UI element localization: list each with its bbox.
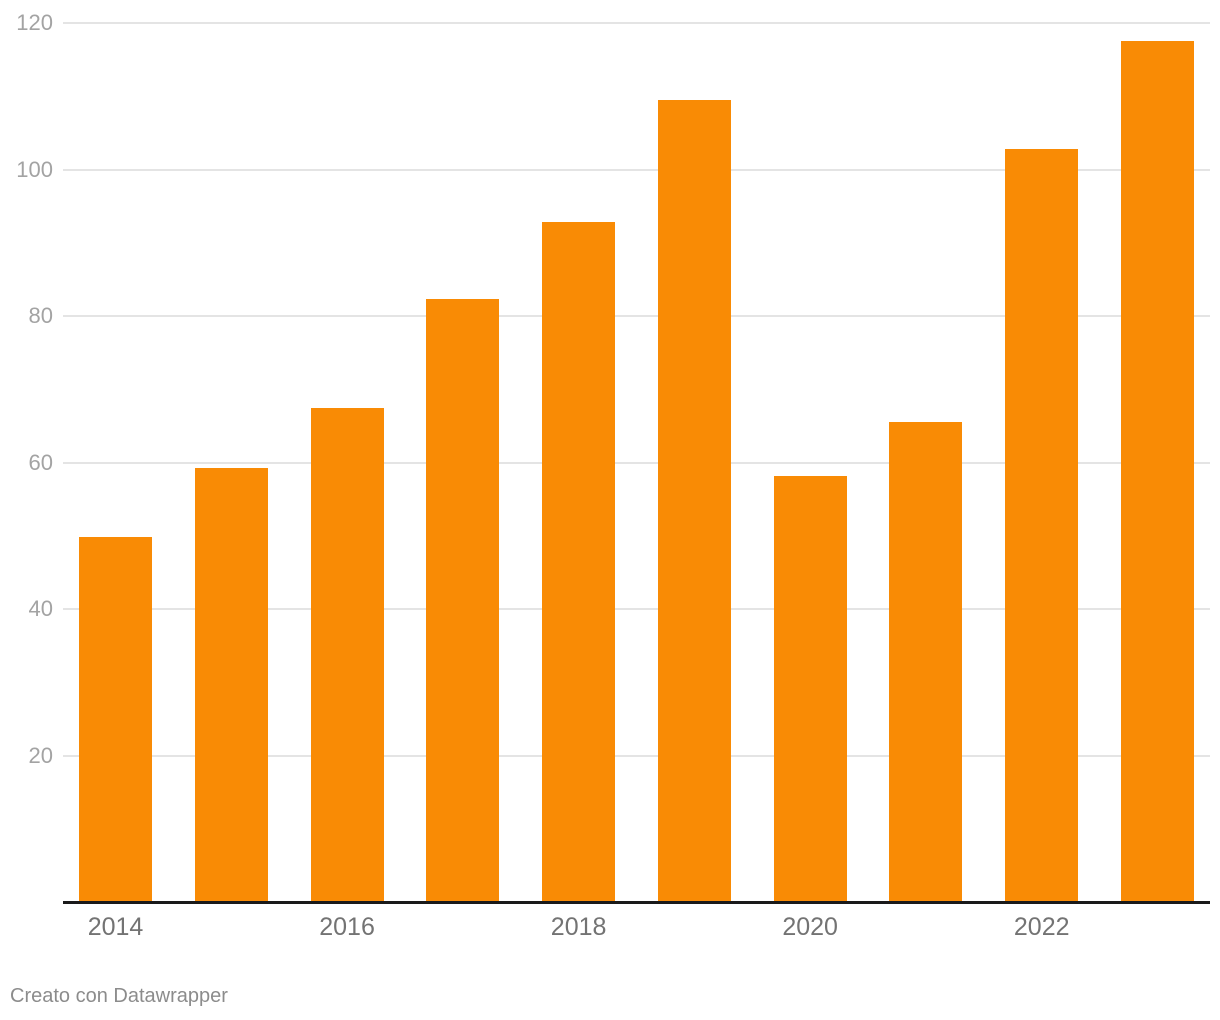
bar-2018[interactable] [542,222,616,902]
bar-2020[interactable] [773,476,847,902]
bar-2014[interactable] [79,537,152,902]
y-gridline [63,461,1210,464]
bar-2022[interactable] [1005,149,1079,902]
bar-2017[interactable] [426,299,500,902]
y-tick-label: 20 [28,742,53,768]
bar-2016[interactable] [310,407,384,902]
y-tick-label: 100 [16,156,53,182]
bar-2023[interactable] [1121,40,1194,902]
y-gridline [63,22,1210,24]
bar-2021[interactable] [889,422,963,902]
y-tick-label: 40 [28,596,53,621]
x-tick-label: 2016 [319,913,375,941]
y-gridline [63,754,1210,757]
x-axis-line [63,901,1210,904]
y-tick-label: 80 [28,303,53,328]
bar-2019[interactable] [657,99,731,902]
x-tick-label: 2014 [87,913,144,941]
x-tick-label: 2022 [1013,913,1070,941]
y-gridline [63,608,1210,610]
datawrapper-attribution-link[interactable]: Creato con Datawrapper [10,985,228,1007]
bar-2015[interactable] [194,468,268,902]
y-tick-label: 60 [28,449,53,475]
plot-area [63,22,1210,902]
x-tick-label: 2020 [782,913,838,941]
y-tick-label: 120 [16,10,53,35]
y-gridline [63,168,1210,171]
y-gridline [63,315,1210,317]
x-tick-label: 2018 [550,913,607,941]
